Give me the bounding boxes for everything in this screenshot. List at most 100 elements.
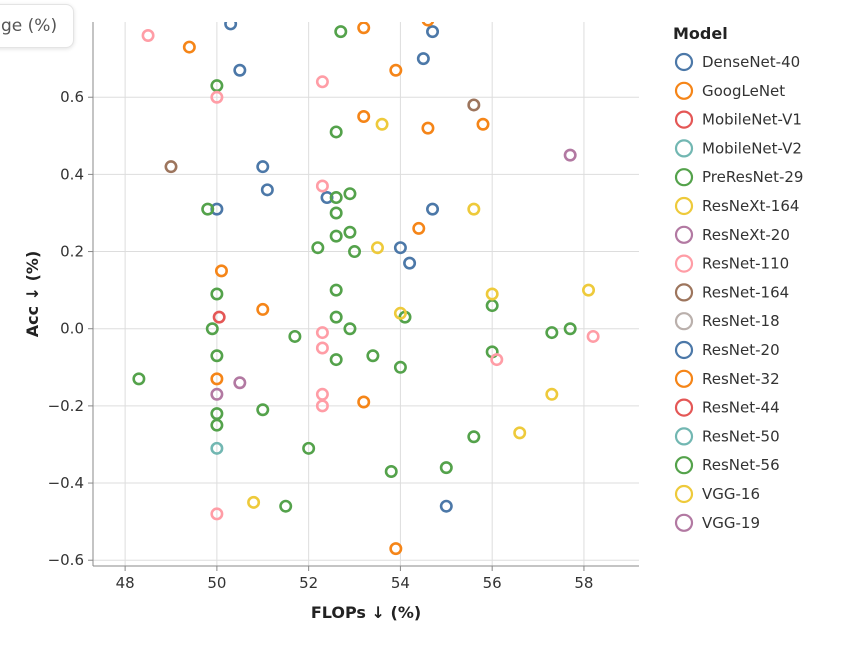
data-point[interactable] [210,90,224,104]
data-point[interactable] [348,245,362,259]
data-point[interactable] [329,310,343,324]
data-point[interactable] [210,441,224,455]
data-point[interactable] [389,63,403,77]
data-point[interactable] [279,499,293,513]
data-point[interactable] [343,187,357,201]
data-point[interactable] [343,225,357,239]
data-point[interactable] [233,63,247,77]
legend-symbol [674,283,694,302]
data-point[interactable] [416,52,430,66]
data-point[interactable] [439,499,453,513]
data-point[interactable] [315,75,329,89]
data-point[interactable] [357,395,371,409]
legend-symbol [674,168,694,187]
data-point[interactable] [426,25,440,39]
data-point[interactable] [141,29,155,43]
data-point[interactable] [201,202,215,216]
data-point[interactable] [210,507,224,521]
legend-label: ResNet-110 [702,255,789,273]
data-point[interactable] [329,229,343,243]
data-point[interactable] [329,283,343,297]
y-tick-label: 0.4 [60,165,84,183]
data-point[interactable] [513,426,527,440]
data-point[interactable] [233,376,247,390]
data-point[interactable] [476,117,490,131]
data-point[interactable] [375,117,389,131]
data-point[interactable] [329,206,343,220]
data-point[interactable] [247,495,261,509]
legend-label: VGG-19 [702,514,760,532]
data-point[interactable] [288,329,302,343]
legend-label: MobileNet-V2 [702,139,802,157]
data-point[interactable] [329,191,343,205]
data-point[interactable] [256,160,270,174]
data-point[interactable] [393,306,407,320]
data-point[interactable] [357,110,371,124]
hover-tooltip: ge (%) [0,4,75,48]
data-point[interactable] [467,202,481,216]
data-point[interactable] [421,121,435,135]
data-point[interactable] [256,302,270,316]
data-point[interactable] [384,464,398,478]
data-point[interactable] [210,418,224,432]
data-point[interactable] [582,283,596,297]
data-point[interactable] [357,22,371,35]
data-point[interactable] [334,25,348,39]
data-point[interactable] [256,403,270,417]
data-point[interactable] [132,372,146,386]
data-point[interactable] [370,241,384,255]
legend-label: MobileNet-V1 [702,111,802,129]
legend-symbol [674,312,694,331]
data-point[interactable] [563,322,577,336]
data-point[interactable] [302,441,316,455]
data-point[interactable] [214,264,228,278]
data-point[interactable] [439,461,453,475]
data-point[interactable] [343,322,357,336]
data-point[interactable] [224,19,238,31]
data-point[interactable] [210,349,224,363]
data-point[interactable] [164,160,178,174]
data-point[interactable] [389,542,403,556]
data-point[interactable] [315,179,329,193]
data-point[interactable] [210,287,224,301]
data-point[interactable] [393,241,407,255]
data-point[interactable] [545,387,559,401]
legend-title: Model [673,24,728,43]
data-point[interactable] [485,287,499,301]
data-point[interactable] [210,387,224,401]
data-point[interactable] [563,148,577,162]
data-point[interactable] [210,372,224,386]
legend-symbol [674,139,694,158]
data-point[interactable] [421,15,435,27]
data-point[interactable] [315,399,329,413]
data-point[interactable] [467,430,481,444]
data-point[interactable] [315,326,329,340]
data-point[interactable] [403,256,417,270]
data-point[interactable] [260,183,274,197]
x-tick-label: 54 [391,574,410,592]
data-point[interactable] [426,202,440,216]
legend-label: ResNeXt-20 [702,226,790,244]
data-point[interactable] [315,341,329,355]
y-tick-label: 0.2 [60,243,84,261]
data-point[interactable] [182,40,196,54]
data-point[interactable] [545,326,559,340]
legend-symbol [674,196,694,216]
data-point[interactable] [490,353,504,367]
legend-symbol [674,513,694,532]
x-tick-label: 52 [299,574,318,592]
data-point[interactable] [586,329,600,343]
data-point[interactable] [329,353,343,367]
data-point[interactable] [412,221,426,235]
data-point[interactable] [311,241,325,255]
data-point[interactable] [366,349,380,363]
data-point[interactable] [467,98,481,112]
legend-label: ResNet-50 [702,427,780,445]
data-point[interactable] [393,360,407,374]
x-tick-label: 58 [574,574,593,592]
legend-label: VGG-16 [702,485,760,503]
data-point[interactable] [329,125,343,139]
data-point[interactable] [212,310,226,324]
data-point[interactable] [205,322,219,336]
